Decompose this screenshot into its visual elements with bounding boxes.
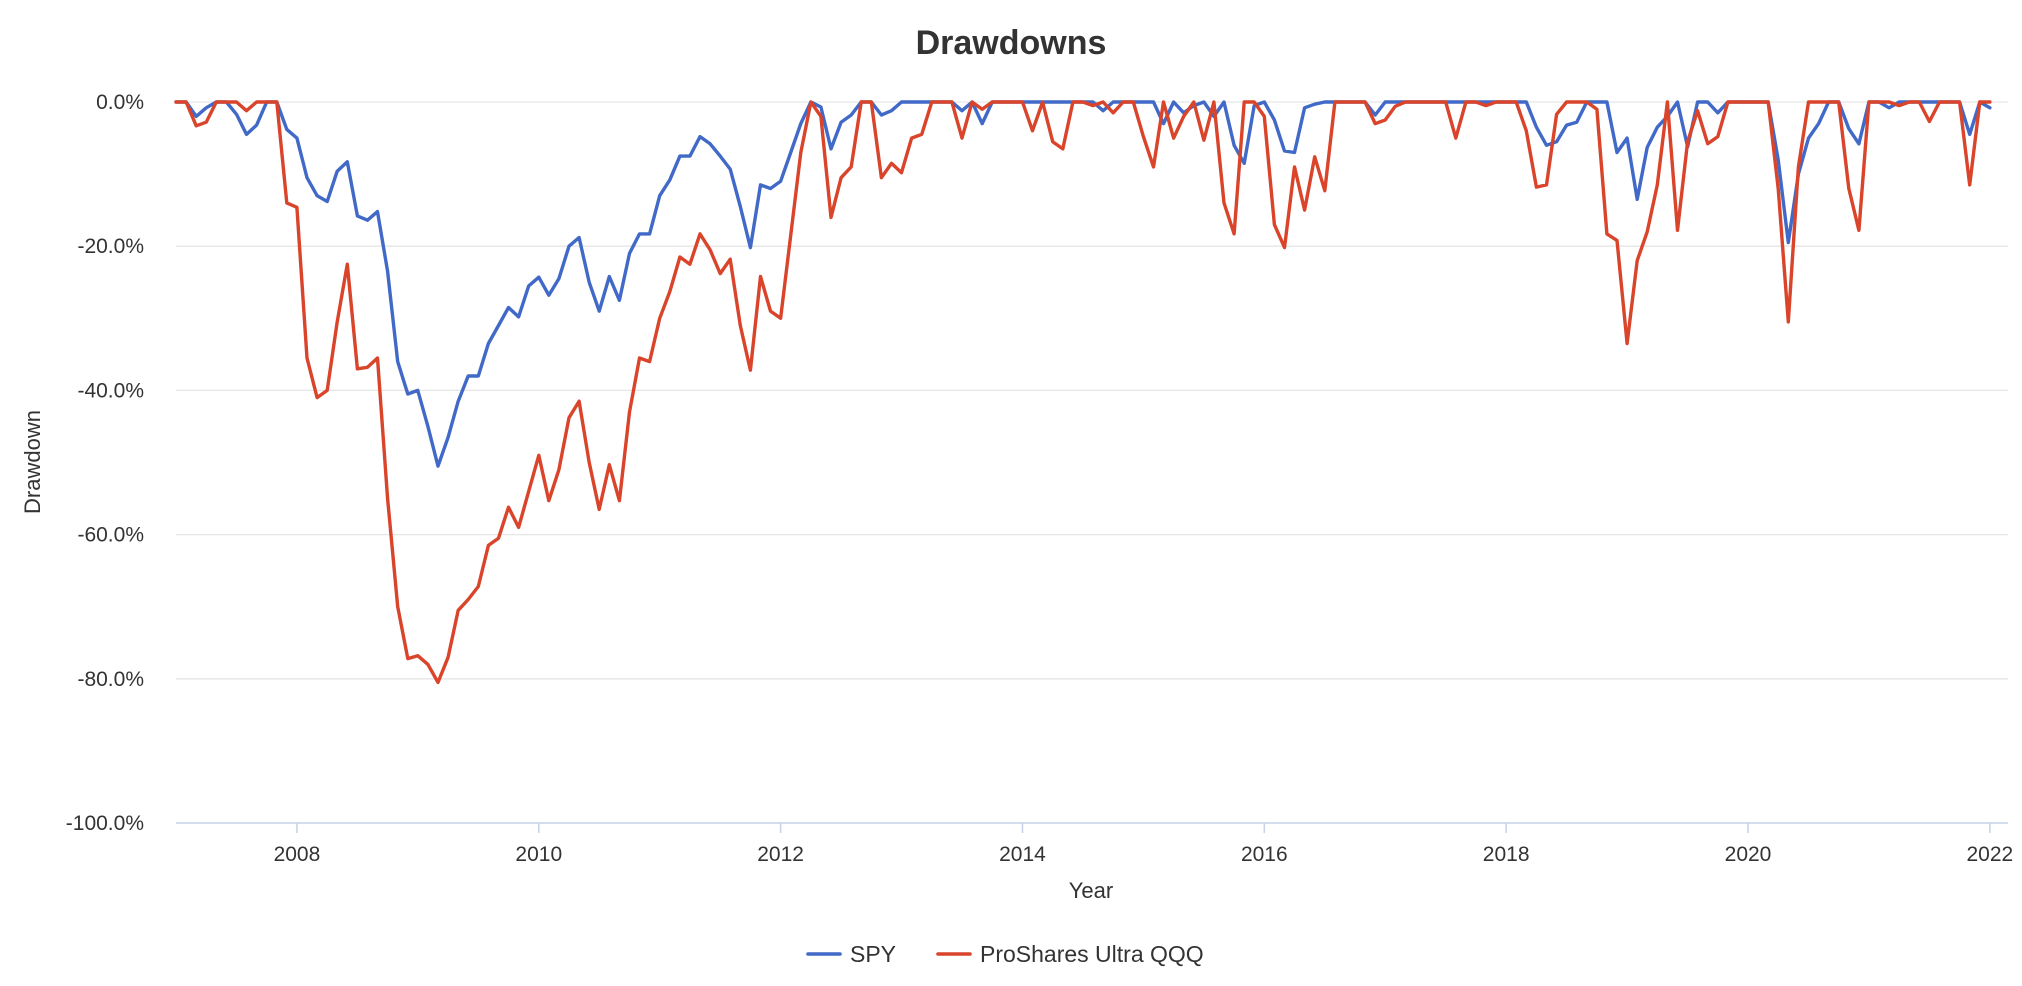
x-tick-label: 2014 [999, 843, 1046, 866]
y-tick-label: -40.0% [77, 379, 144, 402]
y-tick-label: -80.0% [77, 668, 144, 691]
x-tick-label: 2008 [274, 843, 321, 866]
x-axis-ticks: 2008 2010 2012 2014 2016 2018 2020 2022 [274, 823, 2014, 866]
x-tick-label: 2010 [515, 843, 562, 866]
chart-title: Drawdowns [916, 24, 1107, 62]
x-tick-label: 2020 [1725, 843, 1772, 866]
y-tick-label: -60.0% [77, 524, 144, 547]
series-line-spy [174, 100, 1992, 468]
x-tick-label: 2012 [757, 843, 804, 866]
y-axis-ticks: 0.0% -20.0% -40.0% -60.0% -80.0% -100.0% [66, 91, 144, 835]
y-axis-label: Drawdown [20, 410, 45, 514]
x-tick-label: 2018 [1483, 843, 1530, 866]
grid-lines [176, 101, 2008, 680]
y-tick-label: 0.0% [96, 91, 144, 114]
y-tick-label: -100.0% [66, 812, 144, 835]
series-lines [174, 100, 1992, 685]
series-line-proshares-ultra-qqq [174, 100, 1992, 685]
y-tick-label: -20.0% [77, 235, 144, 258]
legend-item-spy[interactable]: SPY [806, 941, 896, 967]
legend-label: SPY [850, 941, 896, 967]
legend-item-proshares-ultra-qqq[interactable]: ProShares Ultra QQQ [936, 941, 1204, 967]
x-tick-label: 2022 [1967, 843, 2014, 866]
x-axis-label: Year [1069, 878, 1113, 903]
legend[interactable]: SPY ProShares Ultra QQQ [806, 941, 1204, 967]
legend-label: ProShares Ultra QQQ [980, 941, 1204, 967]
x-tick-label: 2016 [1241, 843, 1288, 866]
